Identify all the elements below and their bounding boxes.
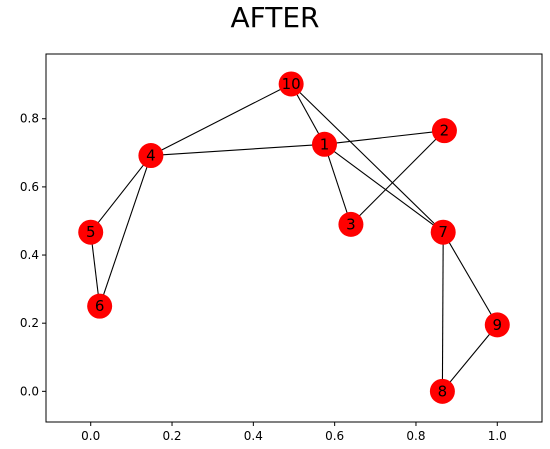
node-3: 3 [338,211,364,237]
node-9: 9 [484,312,510,338]
edge-1-7 [324,143,444,233]
edge-8-9 [441,324,498,392]
nodes-layer: 1 2 3 4 5 6 7 8 9 10 [78,71,510,404]
y-tick-label: 0.6 [20,180,39,194]
node-label: 4 [146,147,156,165]
edge-1-3 [323,144,352,225]
x-tick-label: 1.0 [488,429,507,443]
node-circle [311,131,337,157]
chart-title: AFTER [230,1,320,34]
node-label: 8 [438,382,448,400]
node-8: 8 [429,378,455,404]
x-tick-label: 0.6 [325,429,344,443]
axes-frame [45,53,543,423]
node-label: 3 [346,215,356,233]
node-circle [278,71,304,97]
node-circle [78,219,104,245]
node-label: 2 [440,122,450,140]
node-2: 2 [431,118,457,144]
node-circle [338,211,364,237]
y-tick-label: 0.2 [20,316,39,330]
node-circle [87,293,113,319]
node-7: 7 [430,219,456,245]
x-tick-label: 0.8 [406,429,425,443]
node-label: 9 [493,316,503,334]
edge-2-3 [350,130,445,225]
node-circle [431,118,457,144]
y-axis-ticks: 0.0 0.2 0.4 0.6 0.8 [20,112,46,398]
edge-4-1 [150,143,325,157]
node-circle [429,378,455,404]
y-tick-label: 0.8 [20,112,39,126]
node-5: 5 [78,219,104,245]
node-label: 1 [320,135,330,153]
y-tick-label: 0.4 [20,248,39,262]
edge-4-5 [90,155,152,233]
edge-4-6 [99,155,152,307]
edge-10-7 [290,83,444,233]
edges-layer [90,83,498,392]
node-circle [138,143,164,169]
edge-1-2 [324,130,445,145]
node-6: 6 [87,293,113,319]
node-label: 6 [95,297,105,315]
x-tick-label: 0.4 [244,429,263,443]
node-circle [430,219,456,245]
node-4: 4 [138,143,164,169]
edge-7-8 [441,232,444,392]
edge-7-9 [442,231,498,326]
x-tick-label: 0.0 [81,429,100,443]
edge-10-4 [150,83,292,157]
node-circle [484,312,510,338]
node-label: 10 [282,75,301,93]
node-10: 10 [278,71,304,97]
x-axis-ticks: 0.0 0.2 0.4 0.6 0.8 1.0 [81,422,507,443]
node-1: 1 [311,131,337,157]
node-label: 7 [438,223,448,241]
node-label: 5 [86,223,96,241]
x-tick-label: 0.2 [162,429,181,443]
y-tick-label: 0.0 [20,384,39,398]
